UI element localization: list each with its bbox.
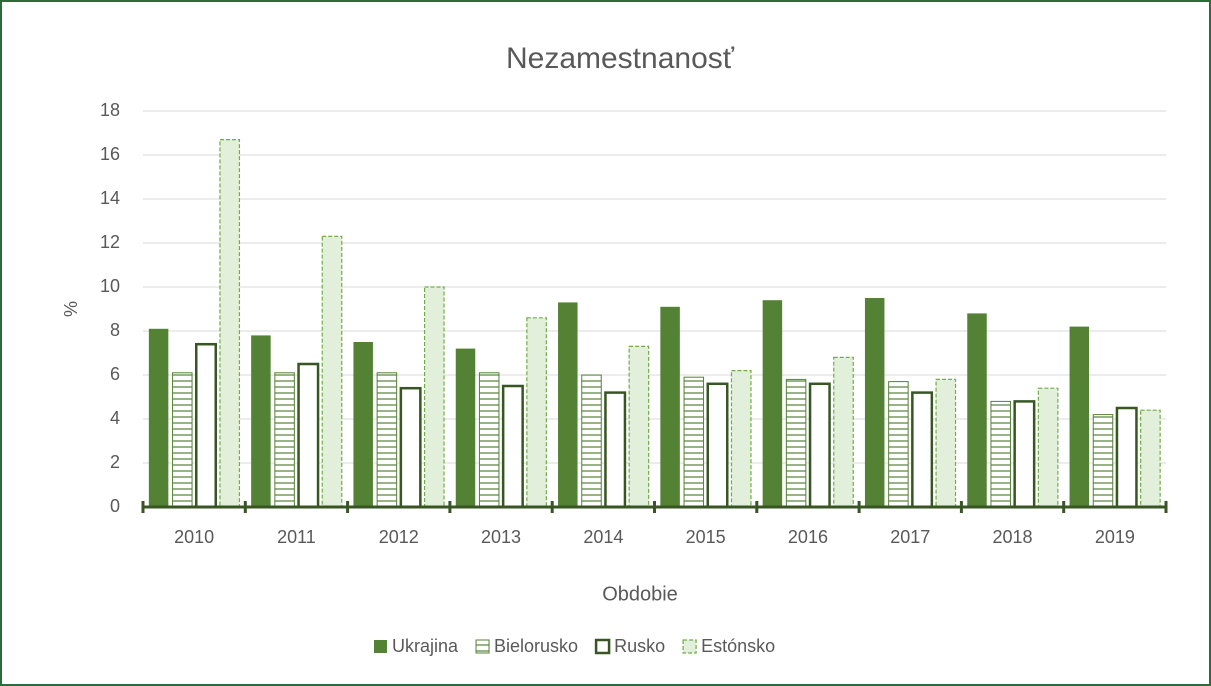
y-axis-title: %: [61, 301, 81, 317]
bar: [195, 342, 217, 509]
legend-swatch: [594, 638, 611, 655]
legend-swatch: [475, 639, 490, 654]
bar: [1115, 406, 1138, 509]
y-tick-label: 14: [100, 188, 120, 208]
y-tick-label: 2: [110, 452, 120, 472]
x-tick-label: 2017: [890, 527, 930, 547]
bar: [864, 298, 885, 507]
bar: [628, 345, 650, 508]
bar: [297, 362, 320, 509]
x-tick-label: 2010: [174, 527, 214, 547]
bar: [1140, 409, 1161, 508]
bar: [376, 372, 398, 508]
bar: [558, 302, 578, 507]
bar: [604, 391, 627, 509]
bar: [1069, 326, 1090, 507]
bar: [455, 348, 476, 507]
bar: [730, 370, 752, 508]
x-tick-label: 2014: [583, 527, 623, 547]
legend-label: Estónsko: [701, 636, 775, 656]
chart-title: Nezamestnanosť: [506, 42, 735, 75]
legend-label: Ukrajina: [392, 636, 459, 656]
bar: [219, 139, 241, 508]
bar: [399, 386, 422, 509]
y-tick-label: 18: [100, 100, 120, 120]
bar: [967, 313, 987, 507]
x-tick-label: 2015: [686, 527, 726, 547]
bar: [501, 384, 524, 509]
x-tick-label: 2018: [993, 527, 1033, 547]
bar: [1092, 414, 1114, 508]
bar: [353, 342, 373, 507]
legend-label: Rusko: [614, 636, 665, 656]
bar: [581, 374, 602, 508]
y-tick-label: 4: [110, 408, 120, 428]
y-tick-label: 8: [110, 320, 120, 340]
bar: [148, 328, 169, 507]
bar: [911, 391, 934, 509]
x-tick-label: 2012: [379, 527, 419, 547]
bar: [808, 382, 831, 509]
x-tick-label: 2019: [1095, 527, 1135, 547]
bar: [683, 376, 705, 508]
bar: [762, 300, 783, 507]
y-tick-label: 10: [100, 276, 120, 296]
legend-swatch: [682, 639, 697, 654]
y-tick-label: 0: [110, 496, 120, 516]
x-tick-label: 2016: [788, 527, 828, 547]
bar: [785, 378, 807, 508]
x-tick-label: 2013: [481, 527, 521, 547]
x-tick-label: 2011: [277, 527, 316, 547]
bar: [935, 378, 957, 508]
bar: [990, 400, 1011, 508]
bar: [251, 335, 271, 507]
bar: [423, 286, 445, 508]
bar: [1037, 387, 1059, 508]
bar: [274, 372, 295, 508]
bar: [888, 381, 909, 508]
bar: [321, 235, 343, 508]
bar: [478, 372, 500, 508]
bar: [660, 306, 680, 507]
bar: [526, 317, 547, 508]
legend-label: Bielorusko: [494, 636, 578, 656]
legend-swatch: [374, 640, 387, 653]
x-axis-title: Obdobie: [602, 583, 678, 605]
bar: [706, 382, 729, 509]
y-tick-label: 6: [110, 364, 120, 384]
y-tick-label: 12: [100, 232, 120, 252]
bar: [172, 372, 193, 508]
bar: [833, 356, 854, 508]
y-tick-label: 16: [100, 144, 120, 164]
bar: [1013, 400, 1036, 509]
